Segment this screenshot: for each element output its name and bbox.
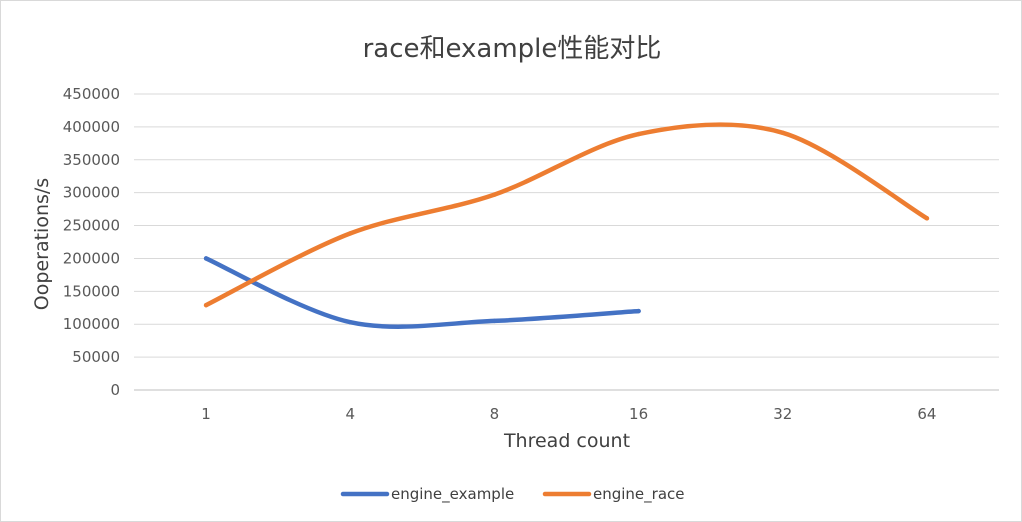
x-tick-label: 64 [917,405,936,423]
y-tick-label: 150000 [63,282,120,300]
y-tick-label: 350000 [63,151,120,169]
data-point [492,192,497,197]
chart-title: race和example性能对比 [363,34,662,64]
data-point [203,256,209,261]
y-tick-label: 200000 [63,249,120,267]
y-tick-label: 300000 [63,184,120,202]
series-line-engine-example [203,256,641,329]
data-point [348,231,353,236]
gridlines [134,93,999,391]
x-axis-title: Thread count [503,430,630,452]
legend-label: engine_example [391,485,514,504]
data-point [780,130,785,136]
series-lines [203,122,930,329]
y-tick-label: 400000 [63,118,120,136]
x-tick-label: 4 [345,405,355,423]
y-tick-label: 450000 [63,85,120,103]
data-point [636,308,641,314]
y-tick-label: 250000 [63,217,120,235]
data-point [492,318,497,324]
y-axis-ticks: 0 50000 100000 150000 200000 250000 300000 3500… [63,85,120,399]
data-point [924,216,930,221]
y-axis-title: Ooperations/s [31,178,53,310]
y-tick-label: 50000 [72,348,120,366]
data-point [203,302,209,308]
x-tick-label: 32 [773,405,792,423]
x-tick-label: 1 [201,405,211,423]
x-tick-label: 16 [629,405,648,423]
legend: engine_example engine_race [340,485,685,504]
data-point [636,131,641,137]
y-tick-label: 100000 [63,315,120,333]
x-axis-ticks: 1 4 8 16 32 64 [201,405,936,423]
legend-label: engine_race [593,485,685,504]
series-line-engine-race [203,122,930,308]
data-point [348,320,353,325]
y-tick-label: 0 [110,381,120,399]
x-tick-label: 8 [490,405,500,423]
